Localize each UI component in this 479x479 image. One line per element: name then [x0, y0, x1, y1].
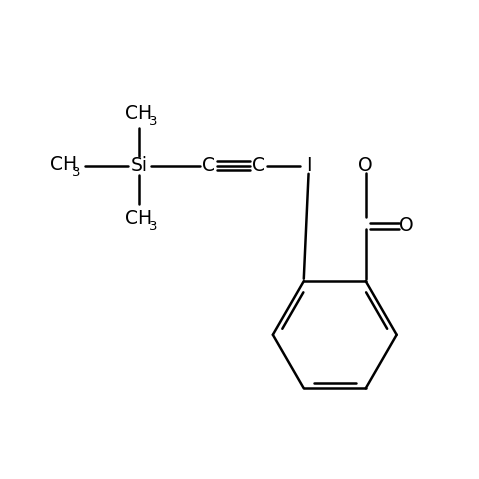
Text: C: C: [252, 156, 265, 175]
Text: 3: 3: [148, 115, 157, 128]
Text: O: O: [358, 156, 373, 175]
Text: 3: 3: [148, 220, 157, 233]
Text: CH: CH: [125, 104, 152, 123]
Text: Si: Si: [131, 156, 148, 175]
Text: O: O: [399, 217, 413, 235]
Text: CH: CH: [125, 208, 152, 228]
Text: C: C: [202, 156, 215, 175]
Text: CH: CH: [50, 155, 77, 174]
Text: 3: 3: [72, 166, 80, 179]
Text: I: I: [306, 156, 311, 175]
